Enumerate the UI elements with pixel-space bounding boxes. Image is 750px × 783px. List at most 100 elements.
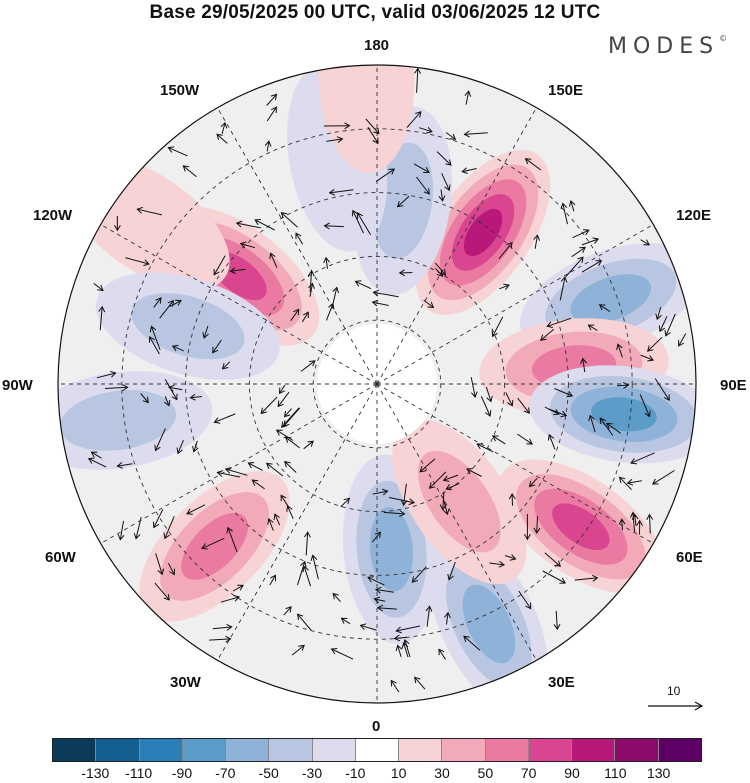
wind-arrow (626, 478, 642, 486)
wind-arrow (167, 562, 176, 576)
wind-arrow (655, 306, 662, 321)
wind-arrow (269, 252, 278, 268)
colorbar-bin (139, 739, 183, 761)
colorbar-tick-label: -90 (171, 765, 193, 781)
wind-arrow (533, 234, 541, 249)
wind-arrow (395, 644, 403, 658)
wind-arrow (636, 519, 644, 535)
map-boundary (57, 64, 697, 704)
wind-arrow (269, 574, 276, 586)
wind-arrow (291, 644, 305, 656)
wind-arrow (209, 635, 232, 643)
anomaly-center (415, 149, 551, 315)
wind-arrow (351, 209, 364, 234)
wind-arrow (540, 328, 555, 341)
wind-arrow (192, 440, 199, 453)
colorbar-tick-label: -70 (215, 765, 236, 781)
lon-label-180: 180 (364, 37, 390, 54)
wind-arrow (163, 396, 171, 407)
wind-arrow (323, 256, 330, 269)
wind-arrow (310, 554, 319, 580)
wind-arrow (542, 570, 567, 584)
wind-arrow (423, 299, 435, 309)
wind-arrow (216, 470, 241, 478)
wind-arrow (571, 246, 586, 258)
wind-arrow (639, 394, 651, 418)
colorbar-tick-label: 70 (520, 765, 537, 781)
wind-arrow (444, 611, 451, 625)
wind-arrow (308, 282, 315, 297)
wind-arrow (491, 435, 506, 445)
wind-arrow (372, 289, 399, 298)
colorbar-bin (528, 739, 573, 761)
wind-arrow (400, 483, 408, 507)
wind-arrow (212, 623, 233, 631)
wind-arrow (554, 388, 574, 398)
wind-arrow (499, 283, 510, 291)
wind-arrow (332, 592, 341, 603)
wind-arrow (572, 229, 590, 239)
wind-arrow (169, 299, 182, 308)
wind-arrow (260, 396, 278, 415)
meridian-line (376, 383, 654, 544)
colorbar-bin (312, 739, 356, 761)
meridian-line (100, 224, 378, 385)
wind-arrow (393, 634, 408, 642)
wind-arrow (414, 676, 426, 690)
wind-arrow (359, 623, 377, 631)
lon-label-90w: 90W (2, 377, 33, 394)
lon-label-0: 0 (372, 718, 381, 735)
wind-arrow (463, 635, 481, 651)
wind-arrow (125, 257, 150, 267)
wind-arrow (435, 267, 444, 277)
wind-arrow (518, 590, 532, 610)
lon-label-120w: 120W (33, 207, 73, 224)
colorbar-tick-label: -30 (301, 765, 323, 781)
wind-arrow (152, 509, 164, 529)
anomaly-center (429, 535, 549, 703)
colorbar-bin (485, 739, 529, 761)
wind-arrow (568, 199, 576, 212)
wind-arrow (202, 325, 209, 339)
wind-arrow (221, 361, 231, 370)
wind-arrow (284, 460, 297, 473)
wind-arrow (167, 146, 188, 157)
colorbar-tick-label: -50 (258, 765, 279, 781)
wind-arrow (470, 377, 478, 398)
wind-vectors (87, 67, 687, 693)
wind-arrow (278, 384, 286, 395)
lon-label-30w: 30W (170, 674, 201, 691)
wind-arrow (232, 584, 244, 592)
anomaly-center (529, 365, 696, 464)
wind-arrow (87, 457, 107, 468)
wind-arrow (580, 357, 587, 373)
wind-arrow (254, 219, 275, 231)
wind-arrow (307, 270, 315, 292)
wind-arrow (372, 488, 389, 496)
reference-vector-label: 10 (667, 684, 681, 698)
wind-arrow (436, 151, 452, 166)
wind-arrow (640, 354, 654, 362)
wind-arrow (517, 433, 533, 445)
wind-arrow (489, 560, 506, 568)
wind-arrow (154, 428, 166, 452)
wind-arrow (398, 269, 413, 277)
meridian-line (376, 107, 537, 385)
wind-arrow (547, 433, 556, 450)
lon-label-60w: 60W (45, 549, 76, 566)
reference-vector-arrow (648, 701, 704, 711)
colorbar-tick-label: 110 (604, 765, 627, 781)
wind-arrow (264, 140, 272, 152)
wind-arrow (428, 471, 447, 489)
wind-arrow (553, 610, 561, 631)
colorbar-tick-label: -110 (125, 765, 153, 781)
wind-arrow (216, 133, 228, 144)
colorbar-tick-label: 90 (564, 765, 580, 781)
lon-label-30e: 30E (548, 674, 575, 691)
wind-arrow (664, 313, 676, 337)
wind-arrow (326, 136, 344, 143)
wind-arrow (266, 93, 278, 106)
wind-arrow (425, 605, 433, 627)
wind-arrow (136, 206, 163, 216)
wind-arrow (213, 255, 226, 276)
